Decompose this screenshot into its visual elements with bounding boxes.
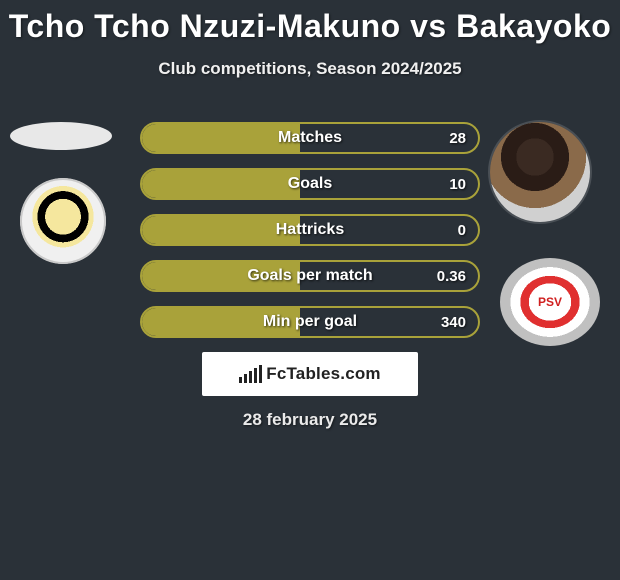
brand-bar [244, 374, 247, 383]
brand-bar [239, 377, 242, 383]
brand-bar [254, 368, 257, 383]
stats-container: Matches28 Goals10 Hattricks0 Goals per matc… [140, 122, 480, 352]
stat-label: Hattricks [142, 216, 478, 244]
stat-value-right: 0 [458, 216, 466, 244]
right-club-crest: PSV [500, 258, 600, 346]
page-subtitle: Club competitions, Season 2024/2025 [0, 59, 620, 79]
brand-text: FcTables.com [266, 364, 381, 384]
stat-value-right: 28 [449, 124, 466, 152]
stat-row: Goals10 [140, 168, 480, 200]
page-title: Tcho Tcho Nzuzi-Makuno vs Bakayoko [0, 0, 620, 45]
stat-value-right: 0.36 [437, 262, 466, 290]
left-player-placeholder [10, 122, 112, 150]
brand-bars-icon [239, 365, 262, 383]
date-label: 28 february 2025 [0, 410, 620, 430]
stat-value-right: 10 [449, 170, 466, 198]
stat-label: Matches [142, 124, 478, 152]
stat-label: Min per goal [142, 308, 478, 336]
stat-row: Hattricks0 [140, 214, 480, 246]
stat-row: Matches28 [140, 122, 480, 154]
brand-bar [249, 371, 252, 383]
stat-label: Goals [142, 170, 478, 198]
brand-bar [259, 365, 262, 383]
stat-value-right: 340 [441, 308, 466, 336]
stat-row: Goals per match0.36 [140, 260, 480, 292]
stat-row: Min per goal340 [140, 306, 480, 338]
right-player-photo [490, 122, 590, 222]
stat-label: Goals per match [142, 262, 478, 290]
brand-badge[interactable]: FcTables.com [202, 352, 418, 396]
left-club-crest [20, 178, 106, 264]
right-crest-label: PSV [538, 295, 562, 309]
